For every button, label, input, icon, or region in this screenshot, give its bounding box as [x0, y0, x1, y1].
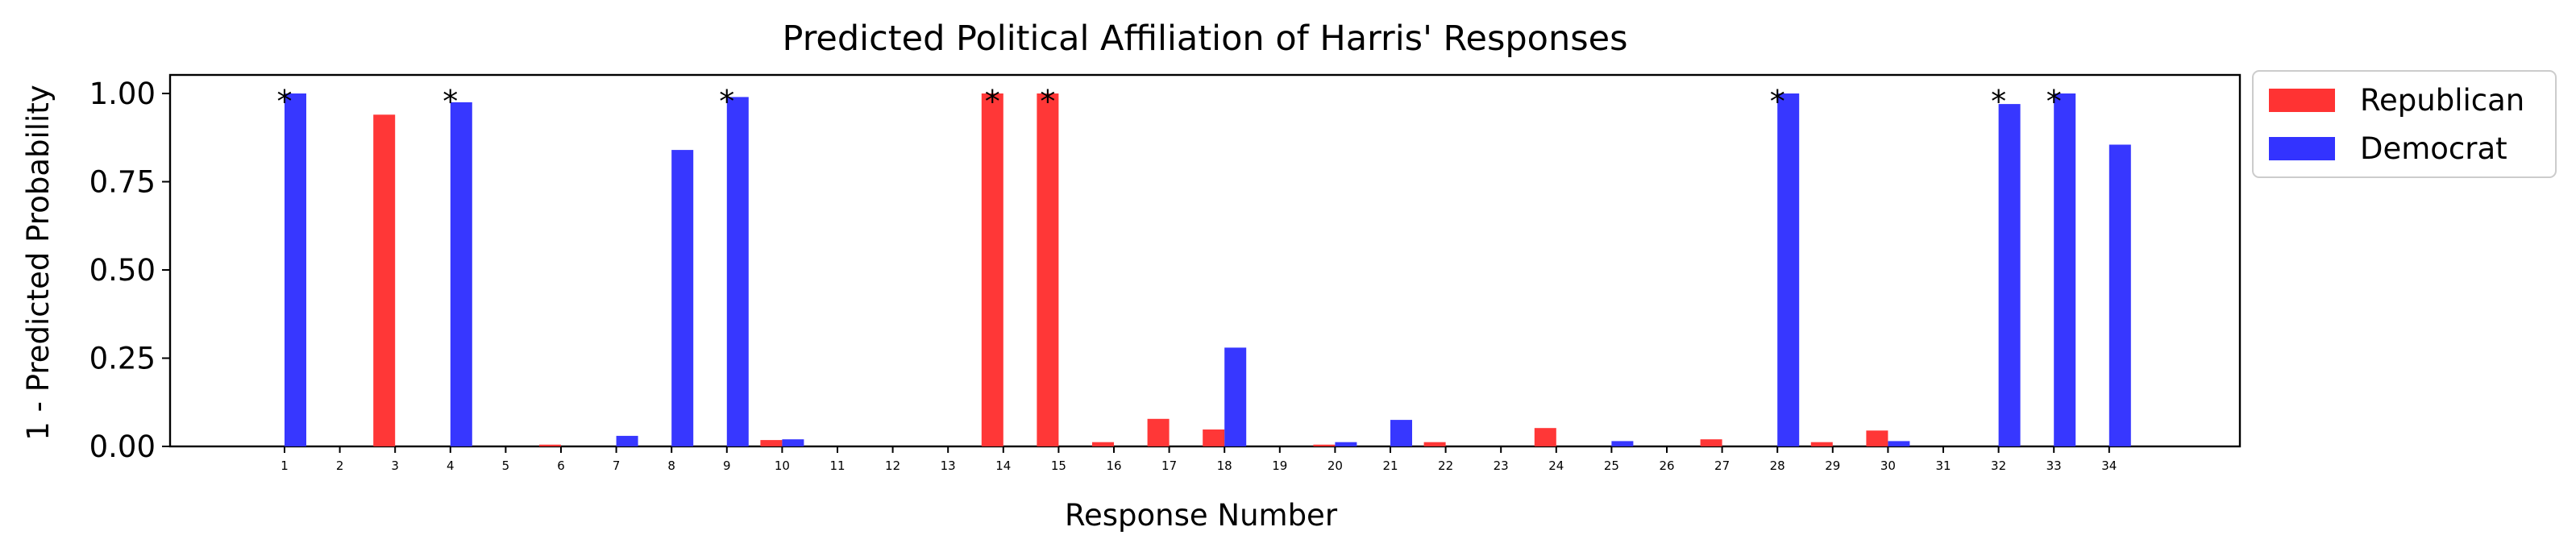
- significance-marker-33: *: [2046, 84, 2062, 119]
- x-tick-label-14: 14: [995, 458, 1011, 473]
- bar-republican-16: [1092, 442, 1114, 446]
- legend-swatch-democrat: [2269, 137, 2335, 160]
- bar-republican-3: [373, 114, 396, 447]
- bar-republican-10: [760, 440, 783, 446]
- legend-label-democrat: Democrat: [2360, 131, 2507, 166]
- x-tick-label-25: 25: [1604, 458, 1619, 473]
- x-tick-label-18: 18: [1217, 458, 1232, 473]
- x-tick-label-11: 11: [829, 458, 845, 473]
- bar-republican-22: [1423, 442, 1446, 446]
- x-tick-label-26: 26: [1659, 458, 1674, 473]
- bar-republican-27: [1700, 439, 1722, 446]
- bar-democrat-34: [2109, 144, 2131, 446]
- x-tick-label-9: 9: [723, 458, 731, 473]
- bar-democrat-30: [1888, 441, 1910, 446]
- bar-democrat-18: [1224, 347, 1247, 446]
- x-tick-label-33: 33: [2046, 458, 2062, 473]
- y-axis-label: 1 - Predicted Probability: [21, 85, 56, 440]
- plot-area: [168, 73, 2242, 448]
- x-tick-label-22: 22: [1438, 458, 1453, 473]
- x-tick-label-8: 8: [667, 458, 675, 473]
- bar-democrat-7: [616, 435, 638, 446]
- bars-layer: [285, 93, 2131, 447]
- x-tick-label-3: 3: [391, 458, 399, 473]
- significance-marker-1: *: [277, 84, 293, 119]
- x-tick-label-29: 29: [1825, 458, 1840, 473]
- x-tick-label-27: 27: [1714, 458, 1730, 473]
- x-tick-label-6: 6: [557, 458, 565, 473]
- x-tick-label-5: 5: [502, 458, 510, 473]
- bar-republican-29: [1810, 442, 1833, 446]
- legend-label-republican: Republican: [2360, 83, 2524, 118]
- x-tick-label-17: 17: [1161, 458, 1177, 473]
- bar-republican-18: [1203, 429, 1225, 446]
- significance-marker-9: *: [719, 84, 734, 119]
- x-tick-label-30: 30: [1880, 458, 1896, 473]
- bar-democrat-8: [671, 150, 694, 446]
- bar-republican-15: [1037, 93, 1059, 446]
- significance-marker-32: *: [1991, 84, 2006, 119]
- bar-republican-30: [1866, 430, 1888, 446]
- bar-democrat-10: [782, 439, 804, 446]
- y-tick-label-0.25: 0.25: [89, 342, 156, 376]
- x-tick-label-31: 31: [1935, 458, 1951, 473]
- y-tick-label-0.50: 0.50: [89, 253, 156, 288]
- bar-republican-14: [981, 93, 1003, 446]
- x-tick-label-16: 16: [1106, 458, 1121, 473]
- x-tick-label-21: 21: [1382, 458, 1398, 473]
- chart-title: Predicted Political Affiliation of Harri…: [783, 19, 1628, 59]
- x-tick-label-1: 1: [280, 458, 289, 473]
- bar-republican-20: [1313, 444, 1336, 446]
- bar-republican-6: [539, 444, 561, 446]
- x-tick-label-4: 4: [447, 458, 455, 473]
- x-axis-label: Response Number: [1065, 498, 1338, 533]
- x-tick-label-7: 7: [613, 458, 621, 473]
- bar-democrat-4: [450, 102, 472, 447]
- x-tick-label-15: 15: [1051, 458, 1066, 473]
- significance-marker-14: *: [985, 84, 1000, 119]
- x-tick-label-2: 2: [336, 458, 344, 473]
- bar-democrat-1: [285, 93, 306, 446]
- x-tick-label-10: 10: [775, 458, 790, 473]
- significance-marker-28: *: [1770, 84, 1785, 119]
- x-tick-label-13: 13: [941, 458, 956, 473]
- bar-democrat-28: [1777, 93, 1800, 446]
- x-tick-label-34: 34: [2101, 458, 2117, 473]
- x-tick-label-19: 19: [1272, 458, 1287, 473]
- legend-swatch-republican: [2269, 89, 2335, 112]
- x-tick-label-32: 32: [1991, 458, 2006, 473]
- y-tick-label-1.00: 1.00: [89, 77, 156, 111]
- bar-democrat-21: [1390, 420, 1412, 446]
- x-tick-label-23: 23: [1494, 458, 1509, 473]
- y-axis-ticks: 0.00 0.25 0.50 0.75 1.00: [89, 77, 170, 464]
- bar-democrat-9: [726, 97, 749, 447]
- x-tick-label-12: 12: [885, 458, 900, 473]
- x-axis-ticks: 1 2 3 4 5 6 7 8 9 10 11 12 13 14 15 16 17 18 19 20 21 22 23 24 2…: [280, 446, 2117, 473]
- x-tick-label-24: 24: [1548, 458, 1564, 473]
- x-tick-label-20: 20: [1327, 458, 1343, 473]
- bar-republican-24: [1534, 428, 1556, 446]
- annotation-layer: * * * * * * * *: [277, 84, 2062, 119]
- significance-marker-4: *: [442, 84, 458, 119]
- bar-democrat-32: [1998, 104, 2021, 446]
- legend: Republican Democrat: [2252, 70, 2557, 178]
- bar-democrat-25: [1611, 441, 1634, 446]
- bar-democrat-20: [1335, 442, 1357, 446]
- bar-republican-17: [1147, 418, 1170, 446]
- y-tick-label-0.00: 0.00: [89, 429, 156, 464]
- x-tick-label-28: 28: [1770, 458, 1785, 473]
- bar-democrat-33: [2054, 93, 2076, 446]
- y-tick-label-0.75: 0.75: [89, 165, 156, 200]
- significance-marker-15: *: [1040, 84, 1055, 119]
